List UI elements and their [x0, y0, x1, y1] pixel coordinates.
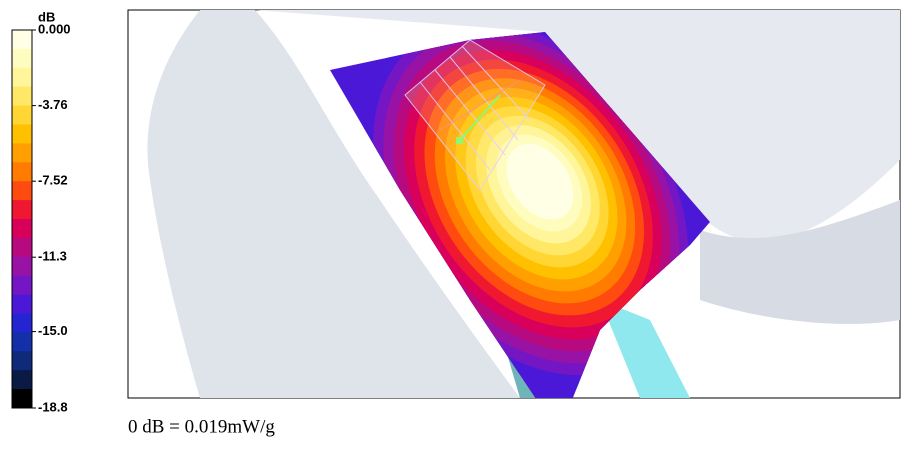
- colorbar-label: -11.3: [38, 249, 67, 264]
- colorbar-band: [12, 389, 32, 409]
- colorbar-band: [12, 162, 32, 182]
- colorbar-band: [12, 200, 32, 220]
- probe-shadow: [600, 300, 690, 398]
- colorbar-band: [12, 256, 32, 277]
- colorbar-band: [12, 370, 32, 390]
- caption: 0 dB = 0.019mW/g: [128, 416, 275, 437]
- colorbar-band: [12, 332, 32, 352]
- colorbar-band: [12, 48, 32, 69]
- colorbar-label: -18.8: [38, 399, 68, 414]
- colorbar-band: [12, 67, 32, 88]
- colorbar-band: [12, 86, 32, 107]
- contour: [506, 143, 574, 220]
- colorbar-band: [12, 313, 32, 333]
- colorbar-label: 0.000: [38, 21, 71, 36]
- colorbar-band: [12, 219, 32, 239]
- colorbar-band: [12, 30, 32, 50]
- colorbar-band: [12, 124, 32, 144]
- colorbar: [11, 29, 33, 409]
- zoom-scan: [404, 39, 546, 191]
- colorbar-band: [12, 143, 32, 163]
- phantom-surface: [255, 10, 900, 243]
- colorbar-label: -3.76: [38, 97, 68, 112]
- colorbar-label: -15.0: [38, 323, 68, 338]
- colorbar-band: [12, 105, 32, 125]
- colorbar-band: [12, 181, 32, 201]
- colorbar-title: dB: [38, 9, 55, 24]
- colorbar-band: [12, 351, 32, 371]
- colorbar-band: [12, 275, 32, 296]
- colorbar-band: [12, 237, 32, 258]
- phantom-surface: [700, 200, 900, 324]
- phantom-surface: [147, 10, 520, 398]
- colorbar-label: -7.52: [38, 173, 68, 188]
- colorbar-band: [12, 294, 32, 314]
